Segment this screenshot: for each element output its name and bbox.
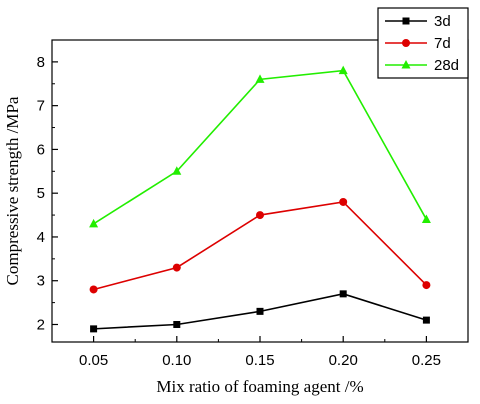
data-point-28d bbox=[255, 74, 265, 83]
x-tick-label: 0.25 bbox=[412, 352, 441, 369]
y-axis-label: Compressive strength /MPa bbox=[3, 96, 22, 285]
data-point-3d bbox=[90, 325, 98, 333]
data-point-28d bbox=[421, 214, 431, 223]
data-point-3d bbox=[339, 290, 347, 298]
data-point-28d bbox=[89, 218, 99, 228]
legend-label-3d: 3d bbox=[434, 13, 451, 30]
plot-frame bbox=[51, 39, 469, 343]
legend: 3d 7d 28d bbox=[377, 7, 469, 79]
x-axis-label: Mix ratio of foaming agent /% bbox=[156, 377, 363, 396]
data-point-3d bbox=[173, 320, 181, 328]
data-point-7d bbox=[89, 285, 98, 294]
data-point-7d bbox=[339, 197, 348, 206]
data-point-28d bbox=[338, 65, 348, 75]
legend-marker-3d bbox=[402, 17, 410, 25]
y-tick-label: 2 bbox=[37, 316, 45, 333]
data-point-3d bbox=[256, 307, 264, 315]
y-axis: 2 3 4 5 6 7 8 bbox=[37, 54, 58, 333]
y-tick-label: 3 bbox=[37, 273, 45, 290]
x-tick-label: 0.20 bbox=[329, 352, 358, 369]
data-point-7d bbox=[256, 211, 264, 220]
legend-marker-28d bbox=[401, 60, 411, 69]
legend-marker-7d bbox=[402, 39, 410, 47]
y-tick-label: 8 bbox=[37, 54, 45, 71]
x-tick-label: 0.05 bbox=[79, 352, 108, 369]
x-tick-label: 0.15 bbox=[245, 352, 274, 369]
data-point-7d bbox=[172, 263, 181, 272]
y-tick-label: 4 bbox=[37, 229, 45, 246]
x-tick-label: 0.10 bbox=[162, 352, 191, 369]
y-tick-label: 5 bbox=[37, 185, 45, 202]
series-line-28d bbox=[93, 69, 428, 225]
data-point-3d bbox=[422, 316, 430, 324]
y-tick-label: 6 bbox=[37, 141, 45, 158]
legend-label-7d: 7d bbox=[434, 35, 451, 52]
data-point-28d bbox=[172, 166, 182, 175]
series-layer bbox=[89, 65, 431, 333]
data-point-7d bbox=[422, 281, 431, 290]
legend-label-28d: 28d bbox=[434, 57, 459, 74]
y-tick-label: 7 bbox=[37, 98, 45, 115]
x-axis: 0.05 0.10 0.15 0.20 0.25 bbox=[79, 336, 441, 369]
